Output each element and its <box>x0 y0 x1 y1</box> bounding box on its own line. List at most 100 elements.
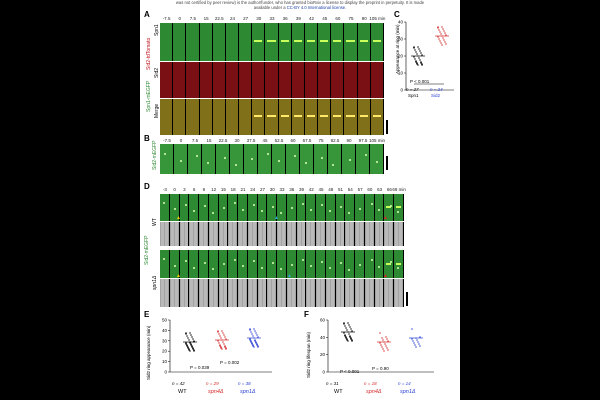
spb-dot <box>321 204 324 207</box>
frame <box>344 99 358 135</box>
ring-signal <box>306 115 316 118</box>
spb-dot <box>348 212 351 215</box>
spb-dot <box>192 209 195 212</box>
y-tick-label: 0 <box>322 370 325 375</box>
frame <box>228 194 238 221</box>
frame <box>300 144 314 174</box>
y-tick-label: 50 <box>162 318 168 323</box>
time-label: 90 <box>346 138 352 143</box>
panel-e-cat-wt: WT <box>178 389 187 395</box>
time-label: 82.5 <box>330 138 340 143</box>
spb-dot <box>234 202 237 205</box>
spb-dot <box>310 265 313 268</box>
frame <box>239 99 253 135</box>
ring-signal <box>396 262 401 265</box>
panel-f-n-spn1: n = 14 <box>398 381 411 386</box>
frame <box>304 99 319 135</box>
panel-c-cat-sid2: Sid2 <box>431 93 441 98</box>
time-label: 42 <box>309 16 315 21</box>
frame <box>238 279 248 307</box>
time-label: 12 <box>211 187 217 192</box>
frame <box>335 250 346 278</box>
panel-a-merge-strip <box>160 99 384 135</box>
frame <box>286 194 297 221</box>
frame <box>370 23 384 61</box>
frame <box>277 194 287 221</box>
frame <box>238 194 248 221</box>
spb-dot <box>375 160 378 163</box>
y-tick-label: 10 <box>398 71 404 76</box>
spb-dot <box>310 208 313 211</box>
frame <box>325 194 336 221</box>
frame <box>370 99 384 135</box>
frame <box>239 23 253 61</box>
frame <box>257 250 268 278</box>
spb-dot <box>185 203 188 206</box>
time-label: 60 <box>290 138 296 143</box>
frame <box>218 279 229 307</box>
panel-d-wt-dic <box>160 222 404 246</box>
spb-dot <box>242 265 245 268</box>
arrow-red-wt: ▲ <box>383 215 388 221</box>
frame <box>384 222 394 246</box>
ring-signal <box>320 40 329 43</box>
frame <box>179 250 190 278</box>
frame <box>325 222 336 246</box>
frame <box>342 144 356 174</box>
time-label: 36 <box>289 187 295 192</box>
spb-dot <box>261 266 263 269</box>
frame <box>278 62 292 98</box>
time-label: 105 min <box>368 138 385 143</box>
frame <box>267 279 277 307</box>
frame <box>199 23 213 61</box>
spb-dot <box>253 260 256 263</box>
frame <box>355 250 365 278</box>
y-tick-label: 40 <box>320 335 326 340</box>
time-label: 60 <box>335 16 341 21</box>
license-link[interactable]: CC-BY 4.0 International license <box>286 5 346 10</box>
frame <box>345 279 355 307</box>
frame <box>238 222 248 246</box>
panel-c-cat-spn1: Spn1 <box>408 93 419 98</box>
spb-dot <box>253 203 256 206</box>
panel-d-side-label: Sid2-mEGFP <box>144 235 150 265</box>
spb-dot <box>397 210 400 213</box>
frame <box>179 194 190 221</box>
time-label: 15 <box>206 138 212 143</box>
y-tick-label: 20 <box>398 54 404 59</box>
frame <box>186 62 200 98</box>
panel-c-chart: 0 10 20 30 40 <box>398 20 454 93</box>
spb-dot <box>370 259 373 262</box>
time-label: 30 <box>269 187 275 192</box>
spb-dot <box>272 205 275 208</box>
frame <box>174 144 188 174</box>
frame <box>202 144 216 174</box>
panel-a-sid2-strip <box>160 62 384 98</box>
spb-dot <box>266 153 269 156</box>
panel-e-pvalue-2: P = 0.002 <box>220 360 240 365</box>
frame <box>212 62 226 98</box>
frame <box>160 279 170 307</box>
frame <box>278 23 292 61</box>
time-label: 54 <box>347 187 353 192</box>
panel-e-label: E <box>144 310 150 319</box>
panel-a-side-label-green: Spn1-mEGFP <box>146 80 152 112</box>
frame <box>228 279 238 307</box>
frame <box>316 250 326 278</box>
spb-dot <box>378 265 381 268</box>
panel-f-cat-wt: WT <box>334 389 343 395</box>
frame <box>225 62 240 98</box>
frame <box>173 99 187 135</box>
frame <box>277 222 287 246</box>
frame <box>160 62 174 98</box>
time-label: 7.5 <box>189 16 197 21</box>
frame <box>267 250 277 278</box>
spb-dot <box>261 210 263 213</box>
y-tick-label: 0 <box>164 370 167 375</box>
spb-dot <box>211 268 214 271</box>
spb-dot <box>250 158 253 161</box>
spb-dot <box>332 163 335 166</box>
time-label: 0 <box>179 138 183 143</box>
time-label: 24 <box>229 16 235 21</box>
panel-f-pvalue-2: P = 0.90 <box>372 366 389 371</box>
